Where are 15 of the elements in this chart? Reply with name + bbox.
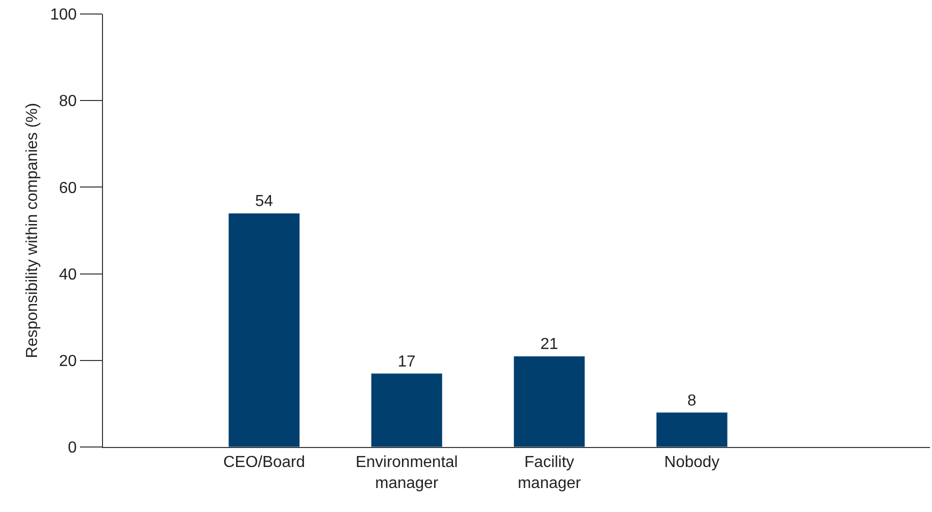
data-label: 21: [540, 336, 558, 354]
y-tick-label: 40: [59, 266, 77, 284]
x-tick-label: Environmental manager: [356, 454, 458, 492]
x-tick-label: CEO/Board: [223, 454, 306, 472]
y-tick-label: 60: [59, 180, 77, 197]
data-label: 8: [687, 392, 696, 410]
data-label: 54: [255, 193, 274, 210]
y-tick-label: 100: [50, 6, 77, 24]
y-axis-title: Responsibility within companies (%): [24, 102, 41, 358]
x-tick-label: Facility manager: [518, 454, 582, 492]
x-tick-label: Nobody: [664, 454, 720, 472]
data-label: 17: [398, 353, 416, 370]
y-tick-label: 80: [59, 93, 77, 110]
y-tick-label: 20: [59, 353, 77, 370]
y-tick-label: 0: [68, 440, 77, 457]
